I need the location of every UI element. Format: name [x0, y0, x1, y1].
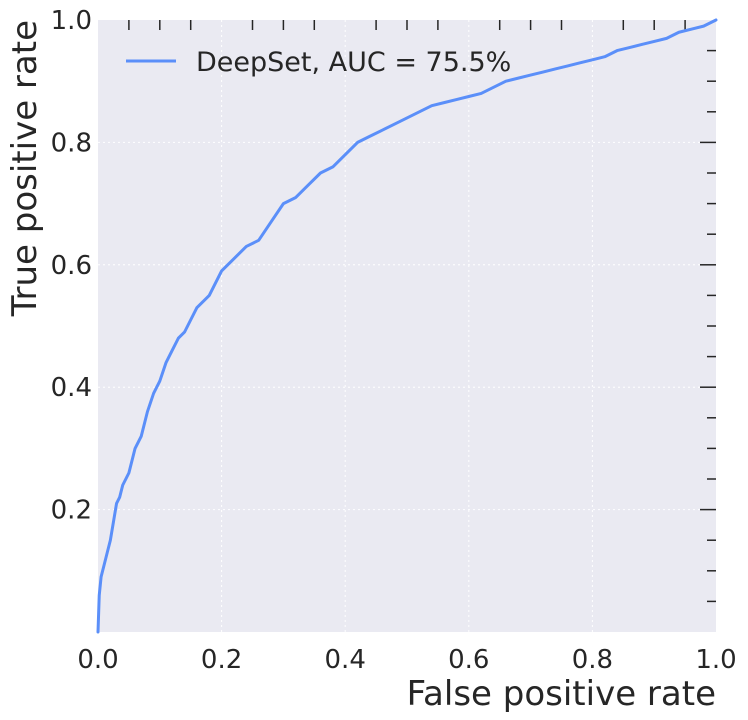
- y-tick-label: 0.4: [51, 373, 92, 403]
- legend-entry-label: DeepSet, AUC = 75.5%: [196, 47, 511, 78]
- y-tick-label: 0.2: [51, 496, 92, 526]
- x-tick-label: 0.6: [448, 645, 489, 675]
- y-axis-label: True positive rate: [5, 20, 45, 317]
- y-tick-labels: 0.2 0.4 0.6 0.8 1.0: [51, 6, 92, 526]
- x-tick-label: 0.4: [325, 645, 366, 675]
- legend: DeepSet, AUC = 75.5%: [126, 47, 511, 78]
- y-tick-label: 0.6: [51, 251, 92, 281]
- x-tick-label: 0.0: [77, 645, 118, 675]
- y-tick-label: 1.0: [51, 6, 92, 36]
- grid-lines: [98, 20, 716, 632]
- plot-background: [98, 20, 716, 632]
- frame-ticks: [128, 20, 716, 603]
- x-tick-label: 1.0: [695, 645, 736, 675]
- x-tick-label: 0.2: [201, 645, 242, 675]
- x-tick-labels: 0.0 0.2 0.4 0.6 0.8 1.0: [77, 645, 736, 675]
- series-group: [96, 18, 718, 634]
- roc-curve-line: [96, 18, 718, 634]
- x-tick-label: 0.8: [572, 645, 613, 675]
- y-tick-label: 0.8: [51, 128, 92, 158]
- x-axis-label: False positive rate: [407, 674, 716, 714]
